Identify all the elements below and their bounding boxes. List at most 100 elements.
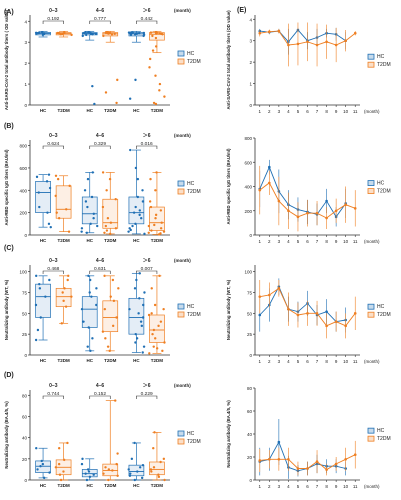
panel-c-point-hc [138,297,141,300]
panel-b-point-t2dm [65,208,68,211]
panel-c-box-hc [35,283,51,318]
panel-a-point-hc [136,32,139,35]
panel-a-point-hc [82,31,86,35]
panel-a-legend-label-hc: HC [187,51,195,57]
panel-d-pvalue-bracket [89,395,111,399]
panel-d-label: (D) [4,372,14,379]
panel-e1-xtick-label: 7 [316,109,319,114]
panel-d-group-label: 4–6 [96,383,105,389]
panel-e2-ytick-label: 200 [244,209,252,214]
panel-b-point-hc [140,217,143,220]
panel-a-point-hc [34,31,38,34]
panel-e4-point-t2dm [296,467,300,470]
panel-b-point-t2dm [54,194,57,198]
panel-a-ytick-label: 2 [24,61,27,66]
panel-b-point-t2dm [148,200,152,203]
panel-c-point-t2dm [109,295,112,298]
panel-a-point-t2dm [158,82,162,86]
panel-a-category-label: HC [133,108,140,113]
panel-a-point-t2dm [110,33,114,36]
panel-b-box-t2dm [102,198,119,229]
panel-a-pvalue: 0.777 [94,16,106,22]
panel-b-point-t2dm [154,213,158,217]
panel-e2-xtick-label: 11 [353,239,358,244]
panel-b-point-t2dm [149,205,153,209]
panel-e3-point-t2dm [296,313,300,317]
panel-d-category-label: T2DM [151,483,164,488]
panel-c-point-t2dm [115,316,118,319]
panel-a-point-hc [127,31,131,34]
panel-e3-xtick-label: 9 [335,359,338,364]
panel-e2-point-t2dm [344,203,347,206]
panel-e4-legend-label-t2dm: T2DM [377,436,391,442]
panel-b-point-t2dm [55,211,58,214]
panel-a-category-label: T2DM [151,108,164,113]
panel-e1-xtick-label: 1 [259,109,262,114]
panel-a-point-t2dm [104,31,108,34]
panel-d-point-t2dm [107,478,110,482]
panel-b-point-hc [129,228,132,232]
panel-b-point-t2dm [114,227,118,230]
panel-c-point-t2dm [111,278,115,282]
panel-d-category-label: HC [133,483,140,488]
panel-b-point-hc [92,217,95,220]
panel-c-point-hc [38,287,42,290]
panel-e2-ylabel: Anti-RBD specific IgG titers (BAU/ml) [226,148,231,224]
panel-d-point-hc [141,463,145,467]
panel-e4-xtick-label: 9 [335,484,338,489]
panel-d-pvalue: 0.229 [141,391,153,397]
panel-c-point-hc [142,303,145,307]
panel-c-ytick-label: 75 [22,291,28,296]
panel-c-legend-swatch-t2dm [177,311,185,318]
panel-e2-xtick-label: 6 [306,239,309,244]
panel-b-point-hc [48,186,52,190]
panel-d-point-hc [133,441,136,445]
panel-c-point-hc [128,307,131,311]
panel-a-group-label: 4–6 [96,8,105,14]
panel-a-point-hc [94,32,98,36]
panel-a-category-label: T2DM [104,108,117,113]
panel-c-ytick-label: 50 [22,311,28,316]
panel-d-point-hc [42,476,46,480]
panel-b-pvalue-bracket [42,145,64,149]
panel-d-ytick-label: 60 [22,414,28,419]
panel-e3-ytick-label: 100 [244,270,252,275]
panel-a-ytick-label: 3 [24,40,27,45]
panel-d-point-hc [136,470,139,473]
panel-e2-point-t2dm [325,216,328,220]
panel-d-category-label: HC [40,483,47,488]
panel-c-point-hc [137,312,140,315]
panel-e2-legend-label-t2dm: T2DM [377,189,391,195]
panel-a-point-hc [91,33,94,36]
panel-e4-point-t2dm [258,459,262,462]
panel-d-point-t2dm [107,468,111,471]
panel-a-legend-swatch-t2dm [177,58,185,65]
panel-e3-point-t2dm [268,293,271,297]
panel-d-group-unit: (month) [174,383,191,388]
panel-e2-xtick-label: 8 [325,239,328,244]
panel-e4-point-t2dm [306,467,309,470]
panel-a-ylabel: Anti-SARS-CoV-2 total antibody titers ( … [4,9,9,110]
panel-b-point-t2dm [154,217,157,220]
panel-b-category-label: HC [133,238,140,243]
panel-b-point-hc [38,205,41,209]
panel-e4-ytick-label: 60 [247,409,253,414]
panel-b-point-hc [141,200,145,203]
panel-b-point-t2dm [101,205,105,209]
panel-a-ytick-label: 1 [24,82,27,87]
panel-c-point-hc [141,351,144,354]
panel-d-point-t2dm [115,462,118,466]
panel-b-point-hc [86,205,89,209]
panel-e3-point-t2dm [258,295,262,298]
panel-e2-xtick-label: 9 [335,239,338,244]
panel-d-point-hc [40,459,43,463]
panel-e1-xtick-label: 10 [343,109,349,114]
panel-c-point-hc [80,307,84,311]
panel-b-pvalue: 0.329 [94,141,106,147]
panel-e2-ytick-label: 400 [244,185,252,190]
panel-d-box-t2dm [149,461,165,476]
panel-e4-point-t2dm [325,468,328,471]
panel-e2-point-t2dm [296,215,300,219]
panel-c-label: (C) [4,245,14,252]
